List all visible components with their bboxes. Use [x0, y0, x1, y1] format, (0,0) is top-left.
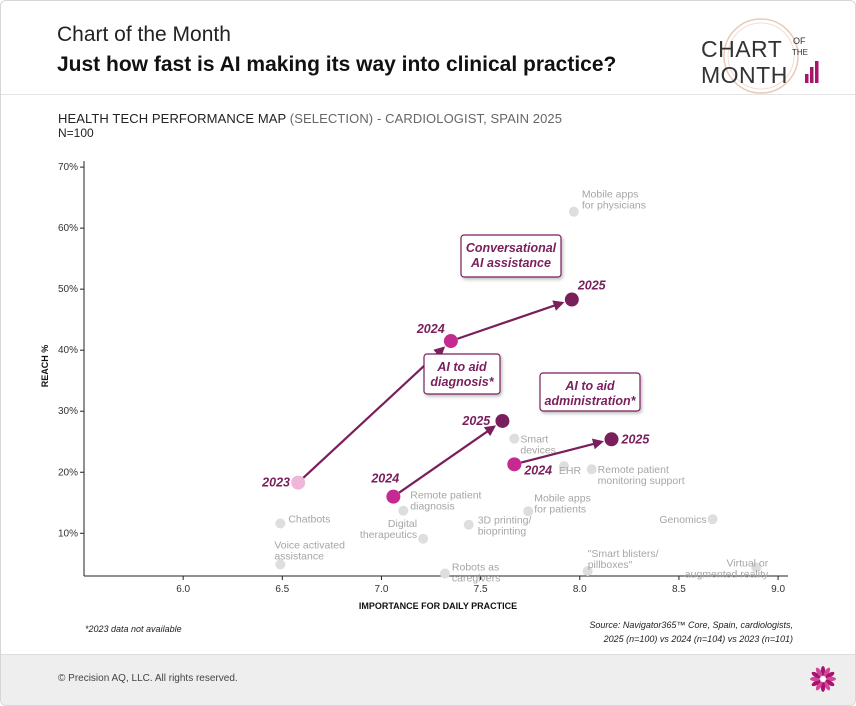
- background-point-label: Remote patient monitoring support: [598, 464, 685, 487]
- background-point-label: Robots as caregivers: [452, 562, 500, 585]
- chart-headline: Just how fast is AI making its way into …: [57, 53, 617, 76]
- background-point: [463, 519, 474, 530]
- background-point-label: Digital therapeutics: [360, 518, 417, 541]
- x-tick-label: 6.0: [176, 584, 190, 595]
- chart-of-the-month-logo: CHART OF THE MONTH: [701, 18, 819, 94]
- year-label: 2024: [416, 322, 445, 336]
- series-point: [291, 475, 306, 490]
- series-point: [507, 457, 522, 472]
- background-point-label: Genomics: [659, 514, 706, 526]
- background-point: [751, 562, 762, 573]
- series-group: 2024 2025 AI to aid administration*: [507, 372, 651, 477]
- x-tick-label: 7.0: [375, 584, 389, 595]
- background-point: [398, 505, 409, 516]
- background-point: [275, 559, 286, 570]
- year-label: 2024: [523, 463, 552, 477]
- series-point: [495, 413, 510, 428]
- copyright: © Precision AQ, LLC. All rights reserved…: [58, 673, 238, 684]
- y-tick-label: 50%: [58, 284, 78, 295]
- background-point-label: Virtual or augmented reality: [685, 557, 769, 580]
- series-group: 2023 2024 2025 Conversational AI assistance: [261, 234, 607, 490]
- background-point-label: "Smart blisters/pillboxes": [588, 548, 659, 571]
- series-callout-box: [460, 234, 562, 278]
- axes: 10% 20% 30% 40% 50% 60% 70% 6.0 6.5 7.0 7.5 8.0 8.5 9…: [58, 161, 788, 595]
- x-tick-label: 7.5: [474, 584, 488, 595]
- y-axis-label: REACH %: [40, 345, 50, 388]
- trend-arrow: [302, 346, 446, 479]
- background-point-label: Remote patient diagnosis: [410, 490, 481, 513]
- background-point-label: Smart devices: [520, 434, 556, 457]
- x-tick-label: 6.5: [275, 584, 289, 595]
- x-tick-label: 8.0: [573, 584, 587, 595]
- map-title: HEALTH TECH PERFORMANCE MAP (SELECTION) …: [58, 111, 563, 126]
- x-tick-label: 9.0: [771, 584, 785, 595]
- x-axis-label: IMPORTANCE FOR DAILY PRACTICE: [359, 601, 517, 611]
- background-point: [523, 506, 534, 517]
- sample-size: N=100: [58, 126, 94, 140]
- background-point-label: Voice activated assistance: [274, 539, 345, 562]
- header: Chart of the Month Just how fast is AI m…: [1, 1, 855, 94]
- background-point: [582, 566, 593, 577]
- y-tick-label: 30%: [58, 406, 78, 417]
- footer: [1, 654, 855, 705]
- background-points: Mobile apps for physicians Smart devicesEHR…: [274, 189, 769, 585]
- chart-kicker: Chart of the Month: [57, 23, 231, 46]
- series-group: 2024 2025 AI to aid diagnosis*: [370, 353, 510, 504]
- trend-arrow: [520, 438, 604, 464]
- background-point-label: Chatbots: [288, 514, 330, 526]
- logo-word-of: OF: [793, 36, 806, 46]
- year-label: 2025: [621, 432, 651, 446]
- background-point: [586, 464, 597, 475]
- year-label: 2025: [461, 414, 491, 428]
- y-tick-label: 40%: [58, 345, 78, 356]
- background-point: [558, 461, 569, 472]
- series-callout-label: Conversational AI assistance: [466, 241, 557, 270]
- background-point: [509, 433, 520, 444]
- y-tick-label: 70%: [58, 162, 78, 173]
- y-tick-label: 20%: [58, 467, 78, 478]
- year-label: 2023: [261, 476, 290, 490]
- series-point: [564, 292, 579, 307]
- background-point: [568, 206, 579, 217]
- x-tick-label: 8.5: [672, 584, 686, 595]
- y-tick-label: 60%: [58, 223, 78, 234]
- background-point-label: Mobile apps for patients: [534, 492, 591, 515]
- year-label: 2025: [577, 279, 607, 293]
- series-callout-box: [539, 372, 641, 412]
- y-tick-label: 10%: [58, 528, 78, 539]
- series-callout-label: AI to aid administration*: [545, 379, 637, 408]
- background-point-label: Mobile apps for physicians: [582, 189, 646, 212]
- background-point: [418, 533, 429, 544]
- trend-arrow: [398, 425, 497, 494]
- background-point: [707, 514, 718, 525]
- logo-word-month: MONTH: [701, 62, 788, 88]
- background-point-label: 3D printing/bioprinting: [478, 515, 532, 538]
- series-callout-label: AI to aid diagnosis*: [430, 360, 494, 389]
- series-point: [386, 489, 401, 504]
- background-point-label: EHR: [559, 465, 582, 477]
- series-point: [604, 432, 619, 447]
- series-callout-box: [423, 353, 501, 395]
- year-label: 2024: [370, 472, 399, 486]
- logo-word-chart: CHART: [701, 36, 782, 62]
- series-point: [443, 334, 458, 349]
- precision-flower-logo-icon: [810, 666, 836, 692]
- source-note: Source: Navigator365™ Core, Spain, cardi…: [589, 620, 793, 644]
- logo-word-the: THE: [792, 48, 808, 57]
- footnote: *2023 data not available: [85, 624, 182, 634]
- background-point: [439, 568, 450, 579]
- background-point: [275, 518, 286, 529]
- trend-arrow: [457, 300, 565, 340]
